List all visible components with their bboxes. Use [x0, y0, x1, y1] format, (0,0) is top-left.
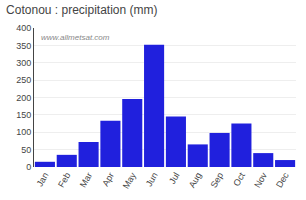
- svg-text:Apr: Apr: [100, 171, 116, 188]
- svg-text:Aug: Aug: [187, 171, 204, 190]
- svg-text:Jan: Jan: [35, 171, 51, 189]
- svg-text:300: 300: [16, 58, 31, 68]
- svg-text:0: 0: [26, 162, 31, 172]
- svg-text:200: 200: [16, 93, 31, 103]
- svg-text:Dec: Dec: [274, 170, 291, 189]
- svg-text:350: 350: [16, 41, 31, 51]
- svg-text:50: 50: [21, 145, 31, 155]
- svg-text:Sep: Sep: [209, 171, 226, 190]
- svg-text:Nov: Nov: [252, 170, 269, 189]
- svg-text:Jul: Jul: [167, 171, 181, 186]
- svg-text:100: 100: [16, 127, 31, 137]
- svg-text:400: 400: [16, 23, 31, 33]
- svg-text:Feb: Feb: [56, 171, 72, 189]
- svg-text:250: 250: [16, 75, 31, 85]
- svg-text:Cotonou : precipitation (mm): Cotonou : precipitation (mm): [6, 3, 157, 17]
- svg-text:150: 150: [16, 110, 31, 120]
- svg-text:Oct: Oct: [231, 170, 247, 188]
- svg-text:Mar: Mar: [78, 171, 94, 189]
- svg-text:Jun: Jun: [144, 171, 160, 189]
- svg-text:May: May: [121, 170, 138, 190]
- svg-text:www.allmetsat.com: www.allmetsat.com: [41, 33, 110, 42]
